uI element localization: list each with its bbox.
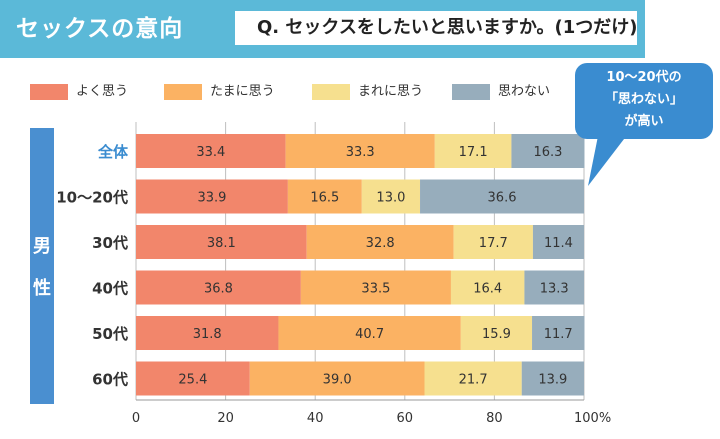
value-label-1-0: 33.9 xyxy=(197,191,226,206)
bar-4-0 xyxy=(136,316,279,350)
value-label-1-3: 36.6 xyxy=(488,191,517,206)
legend-label-3: 思わない xyxy=(498,84,551,99)
legend-swatch-2 xyxy=(312,84,350,100)
category-label-3: 40代 xyxy=(92,280,128,298)
gender-label-2: 性 xyxy=(33,278,51,299)
value-label-5-0: 25.4 xyxy=(178,373,207,388)
bar-2-2 xyxy=(453,225,533,259)
callout-line-1: 10〜20代の xyxy=(606,70,682,85)
value-label-2-1: 32.8 xyxy=(366,236,395,251)
value-label-2-0: 38.1 xyxy=(207,236,236,251)
bar-0-3 xyxy=(511,134,585,168)
legend-swatch-3 xyxy=(452,84,490,100)
legend-label-1: たまに思う xyxy=(210,84,275,99)
gender-label-1: 男 xyxy=(33,236,51,257)
x-tick-label-2: 40 xyxy=(307,411,324,426)
category-label-4: 50代 xyxy=(92,325,128,343)
legend-swatch-0 xyxy=(30,84,68,100)
value-label-3-3: 13.3 xyxy=(540,282,569,297)
legend-label-2: まれに思う xyxy=(358,84,424,99)
callout-line-2: 「思わない」 xyxy=(604,92,683,107)
bar-3-2 xyxy=(450,270,525,305)
value-label-3-2: 16.4 xyxy=(473,282,502,297)
value-label-2-2: 17.7 xyxy=(479,236,508,251)
bar-2-3 xyxy=(532,225,584,259)
category-label-0: 全体 xyxy=(97,143,129,161)
value-label-3-0: 36.8 xyxy=(204,282,233,297)
value-label-4-2: 15.9 xyxy=(482,327,511,342)
category-label-5: 60代 xyxy=(92,371,128,389)
value-label-5-3: 13.9 xyxy=(538,373,567,388)
bar-4-1 xyxy=(278,316,461,350)
value-label-1-2: 13.0 xyxy=(376,191,405,206)
value-label-0-3: 16.3 xyxy=(533,145,562,160)
category-label-2: 30代 xyxy=(92,234,128,252)
callout-pointer xyxy=(588,126,634,186)
callout-bubble: 10〜20代の 「思わない」 が高い xyxy=(575,63,713,139)
value-label-5-2: 21.7 xyxy=(459,373,488,388)
x-tick-label-4: 80 xyxy=(486,411,503,426)
value-label-1-1: 16.5 xyxy=(310,191,339,206)
bar-1-1 xyxy=(287,179,362,214)
x-tick-label-5: 100% xyxy=(574,411,611,426)
x-tick-label-3: 60 xyxy=(397,411,414,426)
value-label-3-1: 33.5 xyxy=(361,282,390,297)
bar-4-3 xyxy=(532,316,585,350)
header-title: セックスの意向 xyxy=(16,16,184,42)
bar-3-0 xyxy=(136,270,301,305)
bar-0-1 xyxy=(285,134,435,168)
value-label-4-3: 11.7 xyxy=(544,327,573,342)
value-label-0-1: 33.3 xyxy=(346,145,375,160)
bar-1-2 xyxy=(361,179,421,214)
value-label-0-0: 33.4 xyxy=(196,145,225,160)
bar-5-3 xyxy=(521,361,584,396)
category-label-1: 10〜20代 xyxy=(56,189,128,207)
legend-swatch-1 xyxy=(164,84,202,100)
callout-line-3: が高い xyxy=(624,114,664,129)
value-label-4-0: 31.8 xyxy=(193,327,222,342)
bar-5-1 xyxy=(249,361,425,396)
bar-2-0 xyxy=(136,225,307,259)
x-tick-label-0: 0 xyxy=(132,411,140,426)
value-label-0-2: 17.1 xyxy=(459,145,488,160)
value-label-2-3: 11.4 xyxy=(544,236,573,251)
value-label-4-1: 40.7 xyxy=(355,327,384,342)
header-band: セックスの意向 Q. セックスをしたいと思いますか。(1つだけ) xyxy=(0,0,645,58)
x-tick-label-1: 20 xyxy=(217,411,234,426)
value-label-5-1: 39.0 xyxy=(323,373,352,388)
bar-5-0 xyxy=(136,361,250,396)
legend-label-0: よく思う xyxy=(76,84,129,99)
question-box: Q. セックスをしたいと思いますか。(1つだけ) xyxy=(233,9,639,47)
bar-0-2 xyxy=(434,134,512,168)
gender-group-bar: 男 性 xyxy=(30,128,54,404)
bar-2-1 xyxy=(306,225,454,259)
bar-1-3 xyxy=(420,179,584,214)
bar-4-2 xyxy=(460,316,533,350)
bar-3-1 xyxy=(300,270,451,305)
question-text: Q. セックスをしたいと思いますか。(1つだけ) xyxy=(257,17,638,38)
bar-1-0 xyxy=(136,179,288,214)
bar-5-2 xyxy=(424,361,522,396)
bar-3-3 xyxy=(524,270,584,305)
bar-0-0 xyxy=(136,134,286,168)
